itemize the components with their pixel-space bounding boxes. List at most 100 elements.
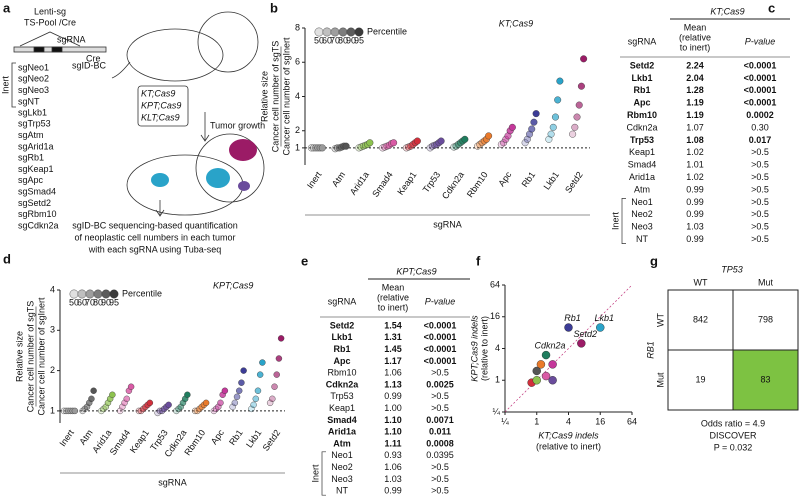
row-p: <0.0001 bbox=[424, 344, 457, 354]
guide-label: sgRbm10 bbox=[18, 209, 57, 219]
row-name: Trp53 bbox=[330, 391, 353, 401]
guide-label: sgRb1 bbox=[18, 153, 44, 163]
vector-label: TS-Pool /Cre bbox=[24, 17, 76, 27]
x-tick-label: Trp53 bbox=[421, 170, 442, 195]
row-p: <0.0001 bbox=[744, 85, 777, 95]
row-p: >0.5 bbox=[431, 403, 449, 413]
x-tick-label: Cdkn2a bbox=[440, 170, 466, 201]
row-name: Arid1a bbox=[328, 427, 357, 437]
row-mean: 1.01 bbox=[686, 160, 704, 170]
x-tick-label: Keap1 bbox=[128, 428, 151, 455]
inert-row-mean: 0.99 bbox=[686, 209, 704, 219]
inert-row-p: >0.5 bbox=[431, 474, 449, 484]
row-p: <0.0001 bbox=[744, 98, 777, 108]
percentile-dot bbox=[238, 379, 245, 386]
inert-guide: sgNT bbox=[18, 96, 40, 106]
cell-value: 798 bbox=[758, 314, 773, 324]
inert-bracket bbox=[11, 62, 16, 108]
y-axis-label: (relative to inert) bbox=[479, 316, 489, 381]
row-mean: 1.10 bbox=[384, 415, 402, 425]
y-tick-label: 4 bbox=[495, 343, 500, 353]
row-mean: 0.99 bbox=[686, 184, 704, 194]
percentile-dot bbox=[271, 383, 278, 390]
percentile-dot bbox=[318, 144, 326, 152]
caption-line: with each sgRNA using Tuba-seq bbox=[88, 244, 222, 254]
guide-label: sgApc bbox=[18, 175, 44, 185]
x-tick-label: Rbm10 bbox=[465, 170, 490, 200]
table-title: TP53 bbox=[721, 264, 743, 274]
inert-row-name: Neo2 bbox=[331, 462, 353, 472]
row-p: 0.011 bbox=[429, 427, 451, 437]
row-mean: 1.28 bbox=[686, 85, 704, 95]
x-tick-label: Inert bbox=[305, 169, 324, 190]
percentile-dot bbox=[231, 399, 239, 407]
legend-label: 90 bbox=[101, 297, 111, 307]
row-mean: 1.45 bbox=[384, 344, 402, 354]
row-mean: 1.02 bbox=[686, 172, 704, 182]
percentile-dot bbox=[530, 118, 538, 126]
guide-label: sgSetd2 bbox=[18, 198, 51, 208]
row-p: 0.017 bbox=[749, 135, 772, 145]
percentile-dot bbox=[437, 137, 445, 145]
percentile-dot bbox=[277, 335, 285, 342]
percentile-dot bbox=[165, 401, 172, 409]
row-mean: 1.17 bbox=[384, 356, 402, 366]
inert-row-name: Neo3 bbox=[631, 222, 653, 232]
cell-value: 19 bbox=[695, 374, 705, 384]
x-tick-label: Setd2 bbox=[563, 170, 585, 195]
percentile-dot bbox=[233, 393, 241, 401]
row-name: Keap1 bbox=[329, 403, 355, 413]
inert-label: Inert bbox=[0, 75, 10, 94]
schematic-art bbox=[13, 11, 265, 217]
row-name: Lkb1 bbox=[331, 332, 352, 342]
identity-line bbox=[504, 284, 633, 413]
row-mean: 2.24 bbox=[686, 60, 704, 70]
legend-label: 50 bbox=[69, 297, 79, 307]
column-header: P-value bbox=[425, 296, 456, 306]
y-tick-label: 2 bbox=[295, 125, 300, 135]
x-axis-label: sgRNA bbox=[433, 219, 462, 229]
x-tick-label: Apc bbox=[209, 427, 226, 446]
column-header: Mean bbox=[382, 282, 405, 292]
percentile-dot bbox=[273, 371, 280, 378]
legend-label: 80 bbox=[93, 297, 103, 307]
cell-value: 842 bbox=[693, 314, 708, 324]
sgrna-block bbox=[51, 46, 63, 53]
y-tick-label: 8 bbox=[295, 22, 300, 32]
row-mean: 1.19 bbox=[686, 98, 704, 108]
x-tick-label: 16 bbox=[595, 416, 605, 426]
inert-row-mean: 0.93 bbox=[384, 450, 402, 460]
y-axis-label: Cancer cell number of sgTS bbox=[25, 301, 35, 413]
x-tick-label: Arid1a bbox=[348, 170, 371, 197]
column-header: P-value bbox=[745, 36, 776, 46]
x-tick-label: Keap1 bbox=[395, 170, 418, 197]
percentile-dot bbox=[569, 130, 577, 138]
row-p: 0.0071 bbox=[426, 415, 454, 425]
quant-arrow bbox=[155, 200, 165, 217]
model-box bbox=[137, 85, 189, 127]
x-tick-label: Lkb1 bbox=[542, 170, 561, 192]
row-name: Trp53 bbox=[630, 135, 654, 145]
row-label: WT bbox=[655, 313, 665, 327]
legend-label: 60 bbox=[77, 297, 87, 307]
row-p: >0.5 bbox=[431, 391, 449, 401]
column-header: Mean bbox=[684, 22, 707, 32]
y-tick-label: 4 bbox=[295, 91, 300, 101]
percentile-dot bbox=[573, 113, 581, 121]
inert-row-p: >0.5 bbox=[751, 197, 769, 207]
y-axis-label: Relative size bbox=[14, 331, 24, 382]
inert-row-mean: 1.06 bbox=[384, 462, 402, 472]
percentile-dot bbox=[202, 399, 210, 407]
x-tick-label: 64 bbox=[627, 416, 637, 426]
guide-label: sgCdkn2a bbox=[18, 220, 59, 230]
mouse-tail bbox=[111, 61, 131, 79]
x-axis-label: (relative to inert) bbox=[536, 441, 601, 451]
inert-bracket bbox=[621, 198, 626, 244]
y-axis-label: Cancer cell number of sgInert bbox=[281, 37, 291, 156]
percentile-dot bbox=[236, 387, 243, 394]
y-tick-label: ¼ bbox=[492, 406, 500, 416]
y-axis-label: Cancer cell number of sgTS bbox=[270, 41, 280, 153]
row-name: Keap1 bbox=[629, 147, 655, 157]
row-name: Cdkn2a bbox=[626, 122, 657, 132]
